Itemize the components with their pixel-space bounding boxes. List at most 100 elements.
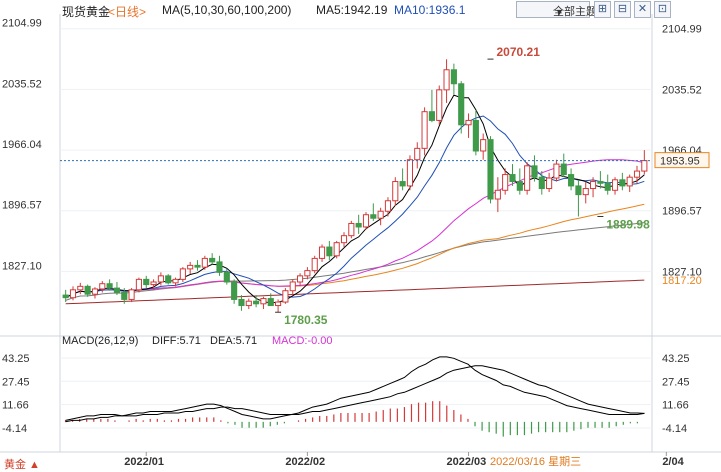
candle-body	[91, 288, 99, 295]
candle-body	[531, 165, 538, 178]
candle-body	[135, 278, 142, 291]
price-tick-left: 1896.57	[2, 200, 42, 212]
candle-body	[260, 298, 267, 305]
macd-tick-right: -4.14	[662, 423, 687, 435]
cursor-date-label: 2022/03/16 星期三	[490, 455, 581, 468]
macd-tick-right: 27.45	[662, 376, 690, 388]
macd-dea-line	[65, 365, 645, 423]
candle-body	[106, 283, 113, 289]
candle-body	[626, 176, 633, 187]
candle-body	[487, 139, 494, 200]
macd-tick-left: -4.14	[2, 423, 27, 435]
candle-body	[546, 177, 553, 190]
ma-params[interactable]: MA(5,10,30,60,100,200)	[162, 3, 292, 17]
macd-tick-left: 43.25	[2, 353, 30, 365]
macd-tick-left: 27.45	[2, 376, 30, 388]
x-label: 2022/03	[447, 456, 487, 468]
candle-body	[187, 264, 194, 270]
candle-body	[69, 289, 77, 299]
candle-body	[370, 214, 377, 219]
candle-body	[392, 181, 399, 202]
price-tick-left: 2035.52	[2, 78, 42, 90]
macd-tick-right: 11.66	[662, 400, 689, 412]
candle-body	[231, 281, 238, 300]
chevron-down-icon: ▼	[555, 7, 564, 17]
candle-body	[296, 275, 304, 283]
candle-body	[465, 119, 472, 126]
candle-body	[611, 179, 619, 191]
instrument-name: 现货黄金	[62, 5, 111, 19]
candle-body	[480, 139, 487, 152]
candle-body	[414, 147, 421, 161]
candle-body	[77, 285, 84, 291]
annotation-label: 1780.35	[284, 313, 328, 327]
x-label: 2022/02	[285, 456, 325, 468]
candle-body	[428, 111, 435, 121]
topic-dropdown[interactable]: 全部主题 ▼	[516, 1, 597, 18]
candle-body	[436, 89, 443, 121]
candle-body	[253, 300, 260, 305]
price-tick-right: 1896.57	[662, 206, 702, 218]
candle-body	[150, 281, 157, 286]
period-selector[interactable]: <日线>	[108, 5, 147, 19]
gold-badge[interactable]: 黄金 ▲	[4, 459, 40, 471]
candle-body	[377, 210, 384, 219]
candle-body	[494, 189, 501, 200]
candle-body	[641, 160, 648, 172]
ma5-value: MA5:1942.19	[316, 3, 388, 17]
candle-body	[121, 291, 128, 300]
candle-body	[223, 271, 230, 283]
candle-body	[582, 188, 589, 196]
x-label: 2/04	[662, 456, 684, 468]
candle-body	[553, 163, 560, 179]
x-label: 2022/01	[124, 456, 164, 468]
annotation-label: 2070.21	[497, 45, 541, 59]
candle-body	[326, 246, 333, 257]
macd-diff-line	[65, 356, 645, 421]
candle-body	[172, 278, 179, 284]
candle-body	[267, 298, 274, 307]
ma200-line	[65, 279, 645, 305]
candle-body	[179, 268, 186, 280]
grid-icon[interactable]: ⊞	[594, 1, 611, 18]
candle-body	[113, 287, 121, 293]
candle-body	[362, 214, 370, 228]
candle-body	[62, 294, 69, 299]
macd-tick-right: 43.25	[662, 353, 690, 365]
candle-body	[99, 283, 106, 290]
ma100-line	[65, 222, 645, 301]
expand-icon[interactable]: ⊡	[654, 1, 671, 18]
candle-body	[194, 264, 201, 268]
close-icon[interactable]: ✕	[634, 1, 651, 18]
candle-body	[275, 301, 282, 307]
price-tick-right: 2104.99	[662, 24, 702, 36]
candle-body	[443, 69, 450, 91]
macd-dea-label: DEA:5.71	[210, 335, 257, 347]
minus-icon[interactable]: ⊟	[614, 1, 631, 18]
candle-body	[238, 298, 245, 307]
ma10-line	[65, 115, 645, 299]
candle-body	[348, 222, 355, 237]
candle-body	[524, 165, 531, 191]
candle-body	[604, 182, 611, 191]
chart-header: 现货黄金 <日线> MA(5,10,30,60,100,200) MA5:194…	[0, 0, 721, 19]
candle-body	[304, 270, 311, 277]
annotation-label: 1889.98	[606, 217, 650, 231]
candle-body	[589, 181, 597, 190]
candle-body	[216, 261, 223, 273]
candle-body	[157, 275, 164, 283]
candle-body	[340, 235, 348, 244]
candle-body	[406, 159, 414, 187]
candle-body	[333, 242, 340, 257]
candle-body	[516, 181, 523, 191]
candle-body	[84, 285, 91, 295]
candle-body	[201, 257, 208, 268]
candle-body	[458, 83, 465, 126]
price-tick-right: 1827.10	[662, 266, 702, 278]
price-tick-right: 2035.52	[662, 84, 702, 96]
candle-body	[597, 181, 604, 184]
candle-body	[245, 300, 252, 307]
candle-body	[633, 170, 641, 178]
candle-body	[450, 69, 457, 85]
